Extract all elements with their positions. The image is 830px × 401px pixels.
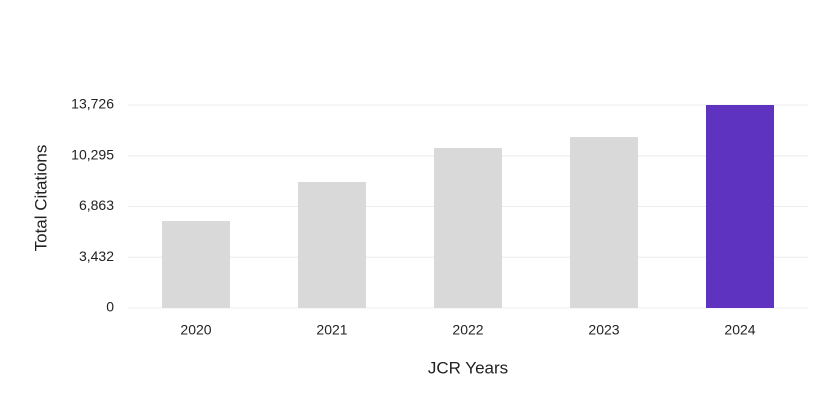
- x-tick-label: 2020: [180, 322, 211, 338]
- y-tick-label: 0: [106, 299, 114, 315]
- y-axis-title: Total Citations: [31, 145, 50, 252]
- y-tick-label: 3,432: [79, 248, 114, 264]
- x-tick-label: 2024: [724, 322, 755, 338]
- bar: [162, 221, 230, 308]
- bar: [434, 147, 502, 308]
- y-tick-label: 10,295: [71, 146, 114, 162]
- x-tick-label: 2023: [588, 322, 619, 338]
- bar: [298, 181, 366, 308]
- y-tick-label: 13,726: [71, 96, 114, 112]
- bar: [706, 105, 774, 308]
- bar: [570, 137, 638, 308]
- x-tick-label: 2022: [452, 322, 483, 338]
- x-axis-title: JCR Years: [428, 358, 508, 377]
- y-tick-label: 6,863: [79, 197, 114, 213]
- x-tick-label: 2021: [316, 322, 347, 338]
